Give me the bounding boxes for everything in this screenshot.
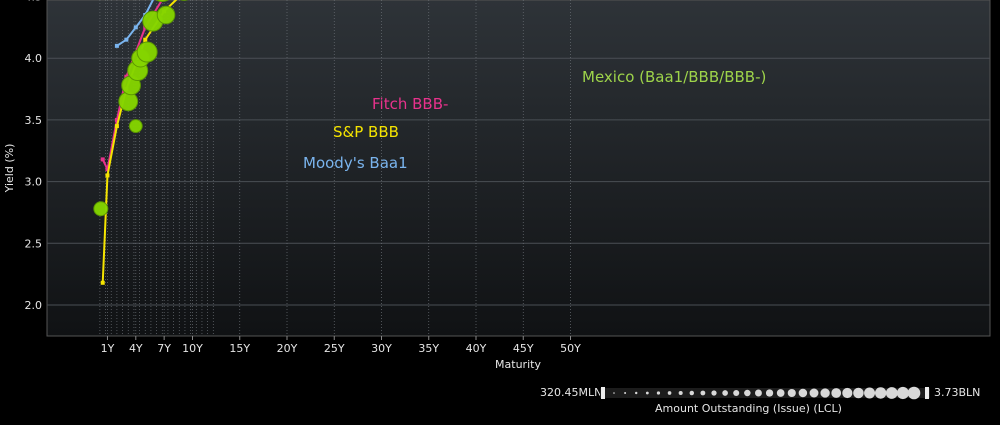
annotation-fitch: Fitch BBB-	[372, 95, 448, 113]
y-tick-label: 4.0	[25, 52, 43, 65]
x-tick-label: 40Y	[466, 342, 487, 355]
series-point[interactable]	[100, 280, 105, 285]
x-tick-label: 45Y	[513, 342, 534, 355]
annotation-mexico: Mexico (Baa1/BBB/BBB-)	[582, 68, 766, 86]
bond-bubble[interactable]	[151, 0, 173, 3]
series-point[interactable]	[114, 43, 119, 48]
size-legend-dot	[624, 391, 627, 395]
series-point[interactable]	[100, 157, 105, 162]
size-legend-dot	[907, 386, 921, 400]
size-legend-dot	[765, 389, 774, 397]
size-legend-bar[interactable]	[600, 385, 930, 401]
x-tick-label: 4Y	[129, 342, 143, 355]
size-legend-dot	[689, 390, 695, 396]
size-legend-dot	[853, 387, 864, 399]
series-point[interactable]	[114, 124, 119, 129]
size-legend-dot	[656, 391, 661, 395]
size-legend-dot	[711, 390, 717, 396]
bond-bubble[interactable]	[93, 201, 109, 217]
x-axis-title: Maturity	[495, 358, 541, 371]
x-tick-label: 7Y	[157, 342, 171, 355]
size-legend-dot	[874, 387, 887, 399]
size-legend-handle-left[interactable]	[601, 387, 605, 399]
size-legend-max: 3.73BLN	[934, 386, 981, 399]
x-tick-label: 25Y	[324, 342, 345, 355]
size-legend-dot	[754, 389, 762, 397]
size-legend-dot	[667, 391, 672, 395]
size-legend-dot	[864, 387, 876, 399]
size-legend-dot	[809, 388, 819, 398]
bond-bubble[interactable]	[136, 41, 158, 63]
size-legend-dot	[722, 390, 728, 396]
x-tick-label: 10Y	[182, 342, 203, 355]
size-legend-dot	[896, 386, 909, 400]
x-tick-label: 20Y	[277, 342, 298, 355]
size-legend-min: 320.45MLN	[540, 386, 603, 399]
size-legend-dot	[613, 392, 615, 394]
annotation-sp: S&P BBB	[333, 123, 399, 141]
size-legend-dot	[831, 388, 842, 398]
size-legend-dot	[787, 388, 796, 398]
y-tick-label: 3.0	[25, 176, 43, 189]
series-point[interactable]	[143, 37, 148, 42]
series-point[interactable]	[133, 25, 138, 30]
x-tick-label: 50Y	[560, 342, 581, 355]
y-tick-label: 2.0	[25, 299, 43, 312]
size-legend-dot	[635, 391, 638, 395]
size-legend-dot	[733, 389, 740, 397]
size-legend-dot	[820, 388, 830, 398]
size-legend-dot	[842, 387, 853, 399]
y-tick-label: 4.5	[25, 0, 43, 4]
size-legend-dot	[798, 388, 808, 398]
size-legend-dot	[645, 391, 649, 395]
size-legend-dot	[776, 389, 785, 397]
size-legend-dot	[678, 390, 683, 396]
size-legend-handle-right[interactable]	[925, 387, 929, 399]
series-point[interactable]	[124, 37, 129, 42]
size-legend-dot	[744, 389, 751, 397]
plot-area	[46, 0, 991, 337]
series-point[interactable]	[114, 117, 119, 122]
series-point[interactable]	[105, 167, 110, 172]
bond-bubble[interactable]	[128, 119, 143, 133]
y-tick-label: 2.5	[25, 237, 43, 250]
size-legend-dot	[700, 390, 706, 396]
series-line	[116, 0, 155, 47]
x-tick-label: 35Y	[418, 342, 439, 355]
x-tick-label: 15Y	[229, 342, 250, 355]
size-legend-title: Amount Outstanding (Issue) (LCL)	[655, 402, 842, 415]
series-point[interactable]	[105, 173, 110, 178]
bond-bubble[interactable]	[156, 5, 176, 25]
x-tick-label: 1Y	[101, 342, 115, 355]
size-legend-dot	[885, 387, 898, 399]
x-tick-label: 30Y	[371, 342, 392, 355]
y-axis-title: Yield (%)	[3, 144, 16, 194]
y-tick-label: 3.5	[25, 114, 43, 127]
size-legend-track	[600, 388, 930, 398]
annotation-moodys: Moody's Baa1	[303, 154, 408, 172]
